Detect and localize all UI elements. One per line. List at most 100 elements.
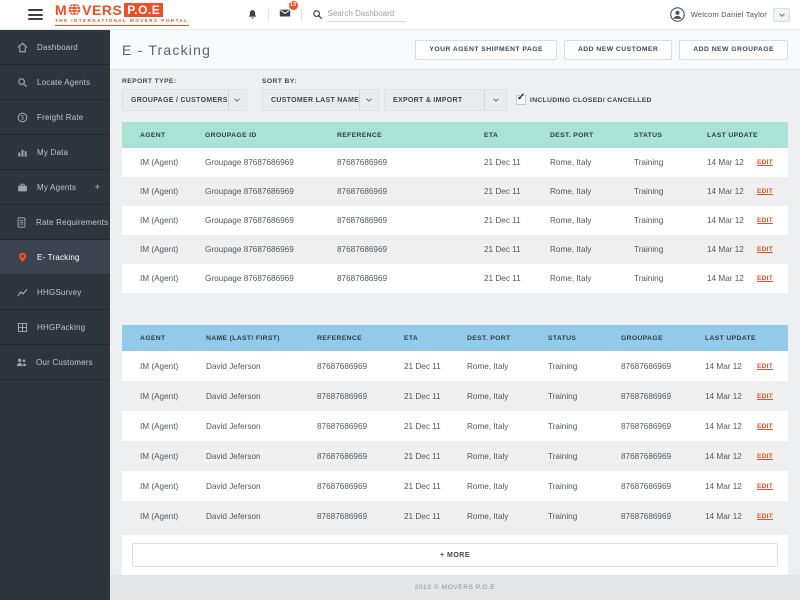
user-menu: Welcom Daniel Taylor	[669, 7, 790, 22]
cell-reference: 87687686969	[337, 245, 388, 254]
sidebar-item-label: E- Tracking	[37, 252, 80, 262]
search-input[interactable]	[327, 7, 406, 22]
cell-dest-port: Rome, Italy	[467, 421, 509, 431]
cell-dest-port: Rome, Italy	[467, 451, 509, 461]
cell-reference: 87687686969	[317, 511, 368, 521]
package-icon	[16, 322, 28, 333]
divider	[267, 8, 269, 21]
cell-reference: 87687686969	[317, 361, 368, 371]
column-header: DEST. PORT	[550, 131, 594, 139]
more-section: + MORE	[122, 535, 788, 575]
sort-by-select[interactable]: CUSTOMER LAST NAME	[262, 89, 379, 111]
cell-groupage-id: Groupage 87687686969	[205, 187, 294, 196]
customer-row: IM (Agent) David Jeferson 87687686969 21…	[122, 381, 788, 411]
column-header: GROUPAGE	[621, 334, 663, 342]
mail-icon	[279, 6, 291, 24]
sidebar-item[interactable]: My Data	[0, 135, 110, 170]
sidebar-item[interactable]: HHGPacking	[0, 310, 110, 345]
groupage-table: AGENT GROUPAGE ID REFERENCE ETA DEST. PORT ST…	[122, 122, 788, 293]
cell-groupage: 87687686969	[621, 361, 672, 371]
chevron-down-icon	[227, 90, 246, 110]
page-actions: YOUR AGENT SHIPMENT PAGE ADD NEW CUSTOME…	[415, 39, 788, 60]
cell-reference: 87687686969	[337, 187, 388, 196]
cell-dest-port: Rome, Italy	[550, 187, 592, 196]
edit-link[interactable]: EDIT	[757, 246, 774, 253]
sidebar-item-label: My Agents	[37, 182, 77, 192]
sidebar-item-expand: +	[94, 182, 100, 192]
sidebar-item[interactable]: Dashboard	[0, 30, 110, 65]
sidebar-item[interactable]: $ Freight Rate	[0, 100, 110, 135]
sidebar-item-label: Dashboard	[37, 42, 78, 52]
edit-link[interactable]: EDIT	[757, 422, 774, 430]
cell-last-update: 14 Mar 12	[707, 187, 744, 196]
cell-agent: IM (Agent)	[140, 481, 179, 491]
cell-last-update: 14 Mar 12	[705, 511, 742, 521]
groupage-row: IM (Agent) Groupage 87687686969 87687686…	[122, 206, 788, 235]
load-more-button[interactable]: + MORE	[132, 543, 778, 567]
cell-agent: IM (Agent)	[140, 511, 179, 521]
edit-link[interactable]: EDIT	[757, 217, 774, 224]
cell-eta: 21 Dec 11	[484, 187, 521, 196]
sidebar-item[interactable]: E- Tracking	[0, 240, 110, 275]
brand-text-rest: VERS	[82, 1, 123, 18]
edit-link[interactable]: EDIT	[757, 452, 774, 460]
cell-groupage-id: Groupage 87687686969	[205, 245, 294, 254]
edit-link[interactable]: EDIT	[757, 159, 774, 166]
export-import-select[interactable]: EXPORT & IMPORT	[384, 89, 507, 111]
menu-icon[interactable]	[28, 9, 43, 20]
divider	[300, 8, 302, 21]
document-icon	[16, 216, 27, 228]
sidebar-item[interactable]: Rate Requirements	[0, 205, 110, 240]
cell-status: Training	[634, 187, 664, 196]
avatar-icon[interactable]	[669, 7, 685, 22]
column-header: GROUPAGE ID	[205, 131, 257, 139]
closed-cancelled-checkbox[interactable]: ✓	[516, 93, 526, 105]
sidebar-item-label: Freight Rate	[37, 112, 84, 122]
cell-eta: 21 Dec 11	[484, 274, 521, 283]
sidebar-item[interactable]: My Agents +	[0, 170, 110, 205]
sidebar-item[interactable]: Our Customers	[0, 345, 110, 380]
brand-text-start: M	[55, 1, 68, 18]
cell-name: David Jeferson	[206, 511, 261, 521]
cell-dest-port: Rome, Italy	[467, 481, 509, 491]
cell-status: Training	[548, 511, 578, 521]
cell-eta: 21 Dec 11	[404, 511, 441, 521]
action-button[interactable]: ADD NEW CUSTOMER	[563, 39, 673, 60]
user-menu-button[interactable]	[773, 7, 790, 22]
cell-groupage: 87687686969	[621, 421, 672, 431]
bell-icon[interactable]	[247, 9, 258, 20]
groupage-row: IM (Agent) Groupage 87687686969 87687686…	[122, 235, 788, 264]
edit-link[interactable]: EDIT	[757, 362, 774, 370]
report-type-label: REPORT TYPE:	[122, 78, 177, 85]
sidebar-item-label: Rate Requirements	[36, 217, 109, 227]
column-header: STATUS	[634, 131, 663, 139]
action-button[interactable]: YOUR AGENT SHIPMENT PAGE	[415, 39, 557, 60]
cell-last-update: 14 Mar 12	[707, 216, 744, 225]
edit-link[interactable]: EDIT	[757, 512, 774, 520]
cell-eta: 21 Dec 11	[404, 361, 441, 371]
edit-link[interactable]: EDIT	[757, 392, 774, 400]
column-header: STATUS	[548, 334, 577, 342]
cell-name: David Jeferson	[206, 391, 261, 401]
action-button[interactable]: ADD NEW GROUPAGE	[679, 39, 788, 60]
column-header: ETA	[404, 334, 419, 342]
cell-agent: IM (Agent)	[140, 245, 179, 254]
sidebar-item[interactable]: HHGSurvey	[0, 275, 110, 310]
cell-dest-port: Rome, Italy	[467, 391, 509, 401]
cell-agent: IM (Agent)	[140, 187, 179, 196]
edit-link[interactable]: EDIT	[757, 275, 774, 282]
notification-badge: 13	[288, 0, 298, 10]
sidebar-item-label: Locate Agents	[37, 77, 91, 87]
edit-link[interactable]: EDIT	[757, 482, 774, 490]
magnifier-icon[interactable]	[312, 9, 323, 20]
globe-icon	[68, 3, 81, 16]
coin-icon: $	[16, 112, 28, 123]
cell-last-update: 14 Mar 12	[705, 421, 742, 431]
column-header: AGENT	[140, 131, 166, 139]
cell-dest-port: Rome, Italy	[467, 511, 509, 521]
edit-link[interactable]: EDIT	[757, 188, 774, 195]
sidebar-item[interactable]: Locate Agents	[0, 65, 110, 100]
brand-logo[interactable]: M VERS P.O.E THE INTERNATIONAL MOVERS PO…	[55, 1, 189, 27]
report-type-select[interactable]: GROUPAGE / CUSTOMERS	[122, 89, 247, 111]
cell-groupage: 87687686969	[621, 391, 672, 401]
